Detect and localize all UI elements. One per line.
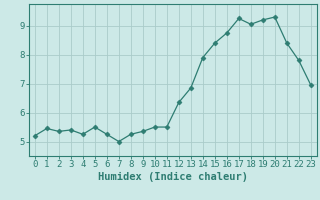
X-axis label: Humidex (Indice chaleur): Humidex (Indice chaleur) xyxy=(98,172,248,182)
